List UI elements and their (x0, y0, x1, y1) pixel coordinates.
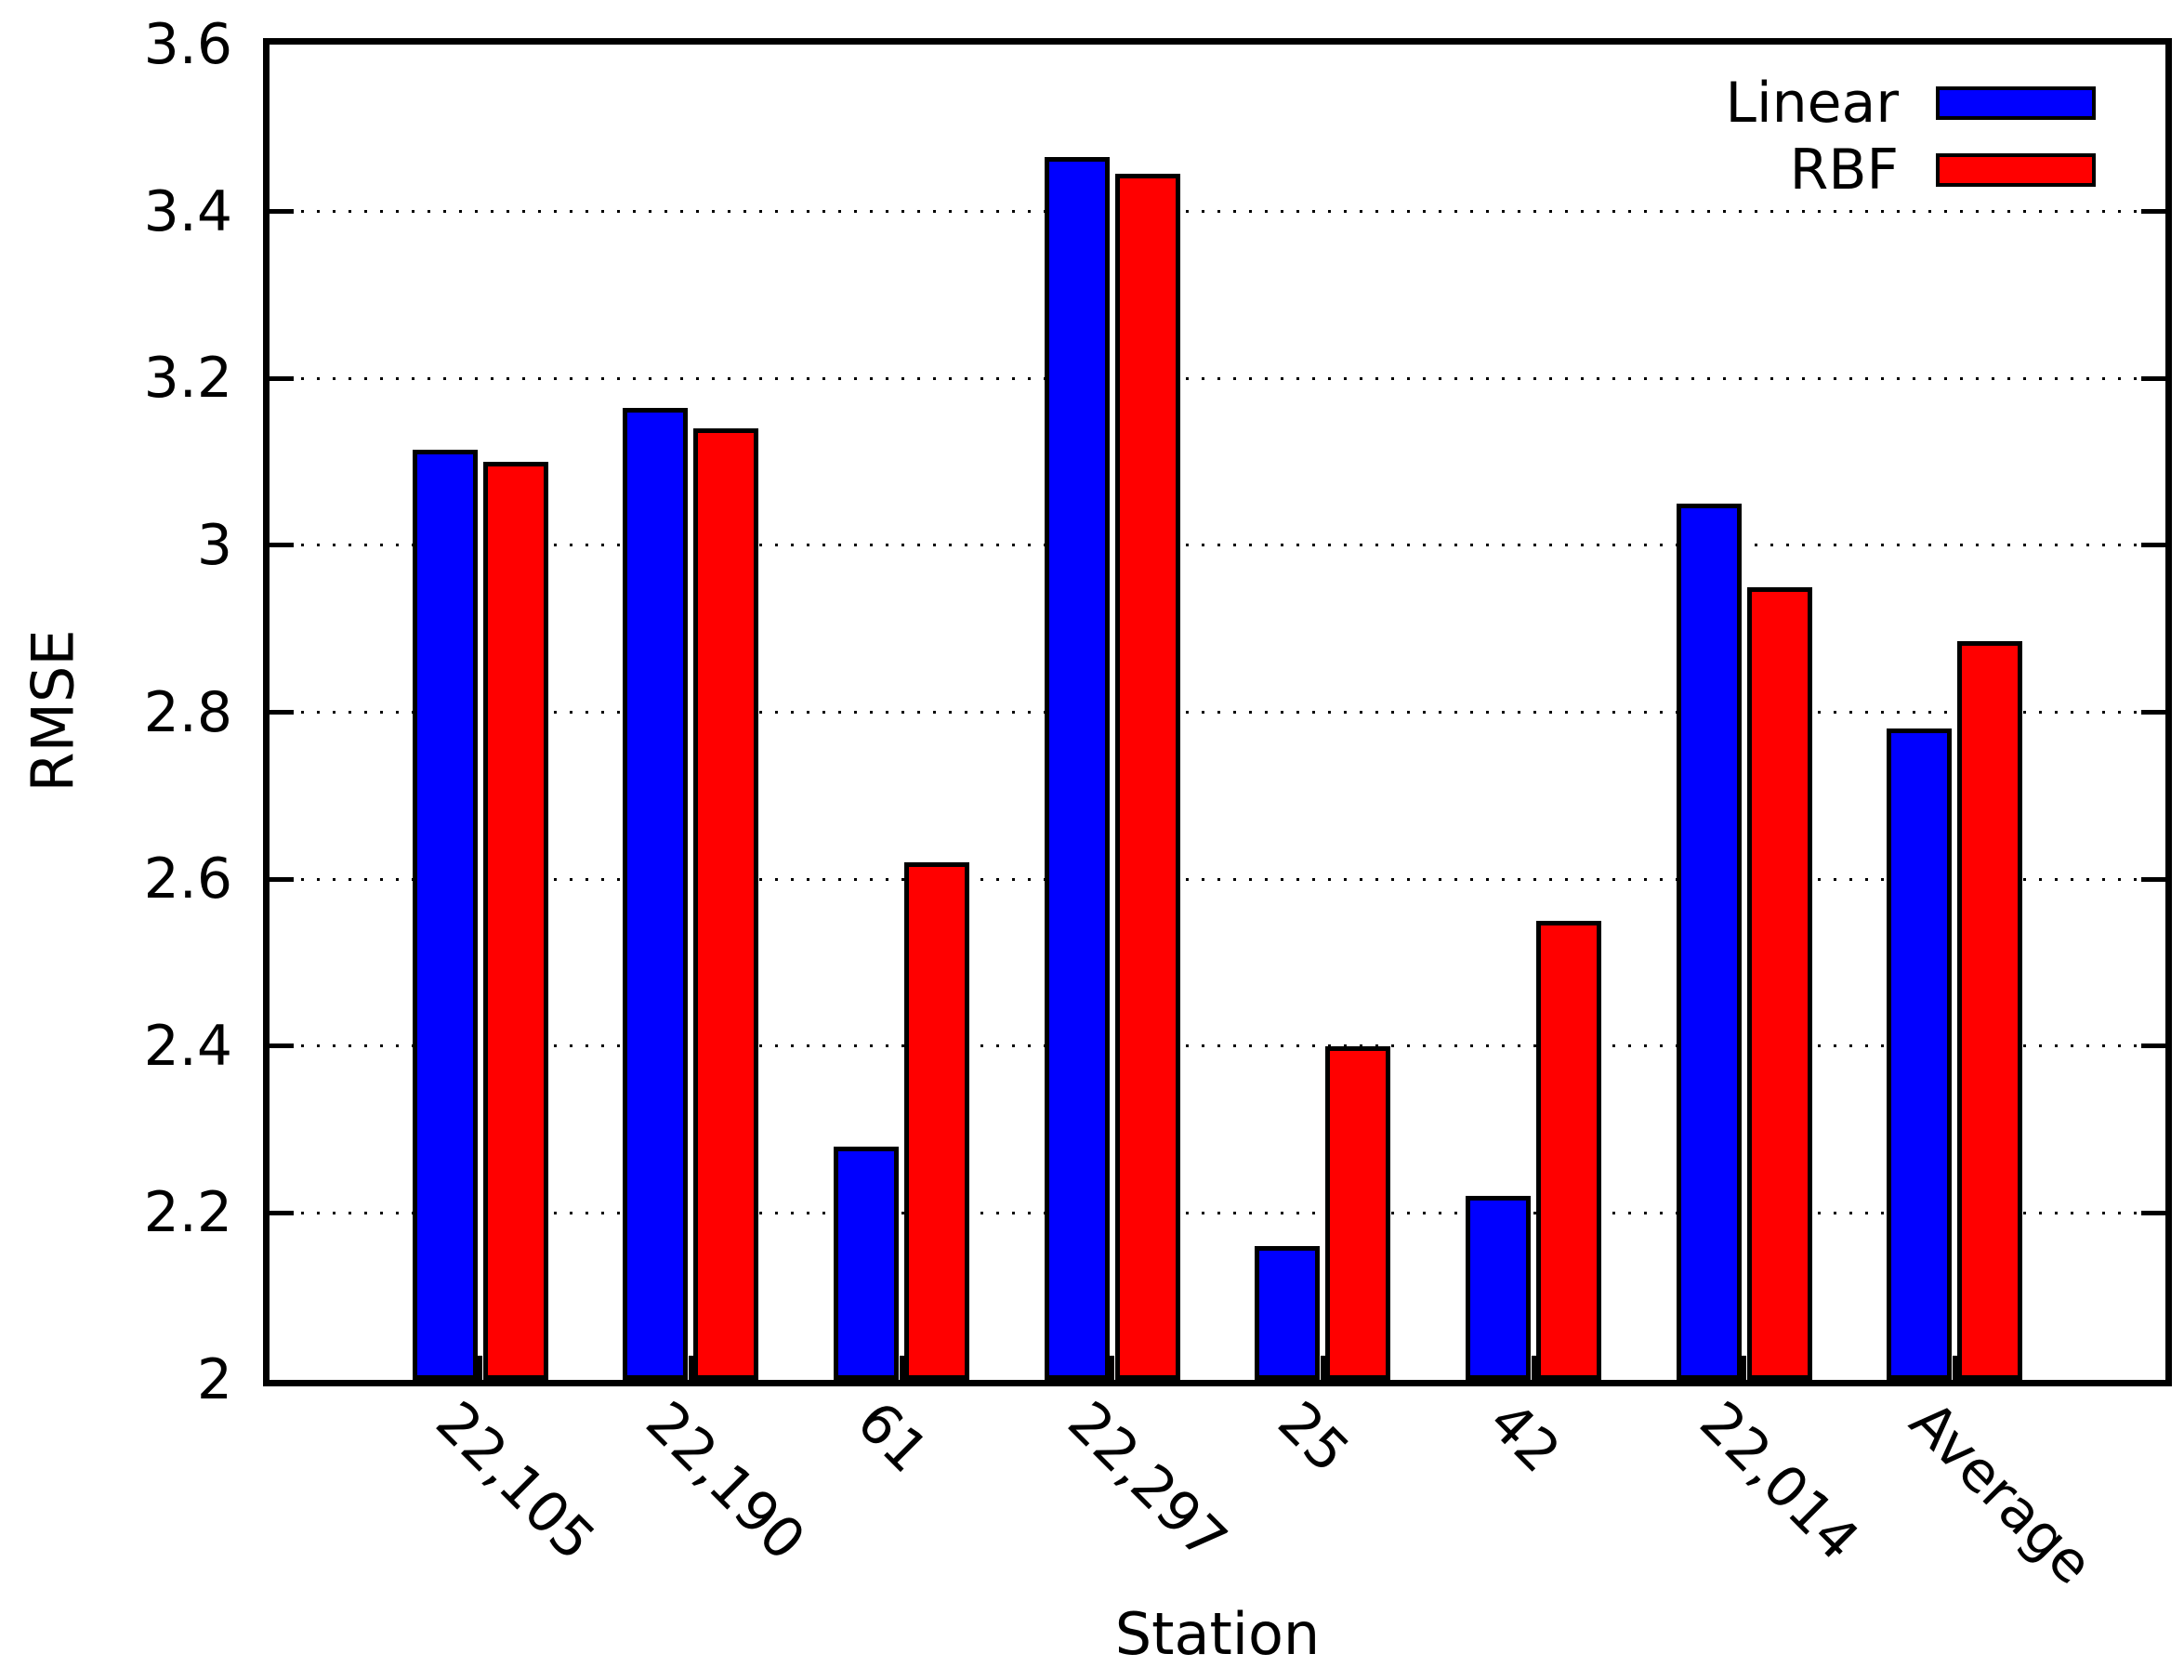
y-tick-label: 2.4 (143, 1013, 232, 1079)
bar-rbf-22-014 (1746, 587, 1812, 1380)
gridline (270, 1044, 2165, 1048)
x-tick-mark (1952, 1356, 1957, 1380)
bar-linear-22-190 (623, 408, 689, 1380)
x-tick-mark (688, 1356, 693, 1380)
x-tick-mark (1110, 1356, 1115, 1380)
legend-entry: RBF (1726, 137, 2096, 203)
y-tick-mark (270, 1210, 294, 1215)
x-tick-mark (1742, 1356, 1747, 1380)
x-tick-mark (478, 1356, 483, 1380)
bar-rbf-22-297 (1114, 174, 1180, 1380)
legend-label: Linear (1725, 71, 1899, 136)
gridline (270, 544, 2165, 547)
y-tick-label: 2.6 (143, 847, 232, 912)
y-tick-label: 2.8 (143, 679, 232, 745)
y-tick-mark (2141, 1043, 2165, 1049)
legend-label: RBF (1789, 138, 1899, 203)
y-tick-label: 3.6 (143, 12, 232, 77)
x-tick-label: 22,297 (1054, 1389, 1239, 1574)
y-tick-mark (2141, 710, 2165, 715)
y-tick-label: 3 (196, 512, 232, 578)
y-tick-label: 2 (196, 1347, 232, 1412)
y-tick-label: 2.2 (143, 1180, 232, 1246)
y-tick-mark (270, 1043, 294, 1049)
gridline (270, 711, 2165, 714)
y-tick-mark (2141, 209, 2165, 215)
y-tick-mark (270, 876, 294, 882)
x-axis-title: Station (1114, 1600, 1321, 1668)
y-tick-mark (270, 543, 294, 548)
gridline (270, 1211, 2165, 1214)
bar-linear-average (1887, 728, 1953, 1380)
y-tick-mark (2141, 876, 2165, 882)
gridline (270, 210, 2165, 214)
bar-rbf-25 (1325, 1046, 1391, 1380)
x-tick-label: Average (1897, 1389, 2106, 1597)
y-tick-mark (2141, 375, 2165, 381)
bar-rbf-22-190 (693, 428, 759, 1380)
x-tick-mark (899, 1356, 904, 1380)
y-tick-label: 3.4 (143, 178, 232, 244)
y-tick-mark (270, 375, 294, 381)
gridline (270, 376, 2165, 380)
bar-rbf-average (1957, 641, 2023, 1380)
x-tick-label: 22,190 (633, 1389, 818, 1574)
x-tick-mark (1531, 1356, 1536, 1380)
y-tick-label: 3.2 (143, 346, 232, 412)
x-tick-label: 61 (844, 1389, 941, 1486)
x-tick-label: 22,105 (422, 1389, 607, 1574)
y-tick-mark (270, 209, 294, 215)
x-tick-label: 22,014 (1686, 1389, 1871, 1574)
y-tick-mark (2141, 543, 2165, 548)
x-tick-mark (1320, 1356, 1325, 1380)
legend-entry: Linear (1726, 70, 2096, 137)
legend: Linear RBF (1726, 70, 2096, 203)
bar-linear-22-105 (412, 450, 478, 1380)
x-tick-label: 42 (1476, 1389, 1572, 1486)
gridline (270, 877, 2165, 881)
bar-rbf-42 (1536, 921, 1601, 1380)
legend-swatch (1936, 86, 2096, 120)
legend-swatch (1936, 153, 2096, 187)
plot-area: Linear RBF (263, 38, 2172, 1386)
y-tick-mark (270, 710, 294, 715)
bar-linear-25 (1255, 1246, 1321, 1380)
bar-linear-22-297 (1044, 157, 1110, 1380)
bar-linear-61 (834, 1147, 899, 1380)
bar-rbf-61 (904, 862, 969, 1380)
x-tick-label: 25 (1265, 1389, 1362, 1486)
bar-linear-42 (1466, 1196, 1531, 1380)
bar-rbf-22-105 (482, 462, 548, 1380)
y-tick-mark (2141, 1210, 2165, 1215)
bar-linear-22-014 (1676, 504, 1742, 1380)
